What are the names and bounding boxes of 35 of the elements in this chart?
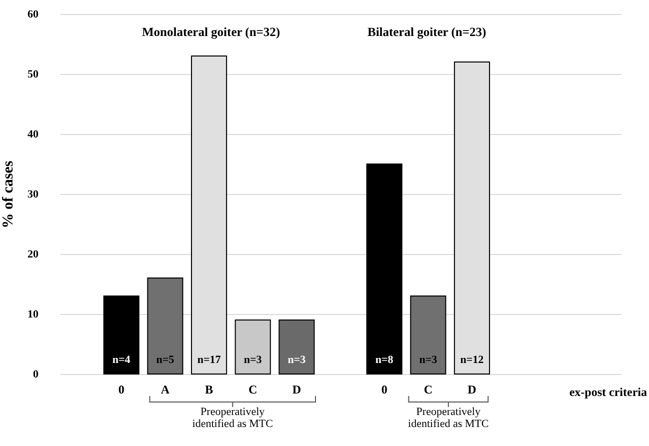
annotation: Bilateral goiter (n=23) <box>367 25 486 39</box>
y-tick-label: 30 <box>28 188 39 200</box>
y-tick-label: 10 <box>28 308 39 320</box>
annotation: n=17 <box>197 354 222 366</box>
annotation: n=3 <box>288 354 306 366</box>
x-axis-title: ex-post criteria <box>569 385 647 399</box>
y-axis-title: % of cases <box>0 160 16 228</box>
x-tick-label: 0 <box>381 382 388 396</box>
text: Preoperatively identified as MTC <box>408 406 489 430</box>
x-tick-label: 0 <box>118 382 124 396</box>
annotation: n=8 <box>375 354 394 366</box>
x-tick-label: A <box>160 382 170 396</box>
y-tick-label: 40 <box>28 128 39 140</box>
x-tick-label: B <box>205 382 214 396</box>
text: Preoperatively identified as MTC <box>192 406 273 430</box>
annotation: n=3 <box>244 354 262 366</box>
annotation: n=12 <box>460 354 484 366</box>
x-tick-label: C <box>424 382 432 396</box>
x-tick-label: D <box>468 382 477 396</box>
annotation: Monolateral goiter (n=32) <box>142 25 280 39</box>
annotation: n=5 <box>156 354 175 366</box>
bar <box>278 320 315 374</box>
bar <box>234 320 271 374</box>
y-tick-label: 60 <box>28 8 39 20</box>
x-tick-label: C <box>248 382 258 396</box>
bar <box>147 278 184 374</box>
bar <box>410 296 446 374</box>
annotation: n=4 <box>112 354 131 366</box>
y-tick-label: 20 <box>28 248 39 260</box>
annotation: n=3 <box>419 354 438 366</box>
y-tick-label: 0 <box>33 368 39 380</box>
bar <box>366 164 402 374</box>
bar <box>103 296 140 374</box>
x-tick-label: D <box>292 382 302 396</box>
y-tick-label: 50 <box>28 68 39 80</box>
